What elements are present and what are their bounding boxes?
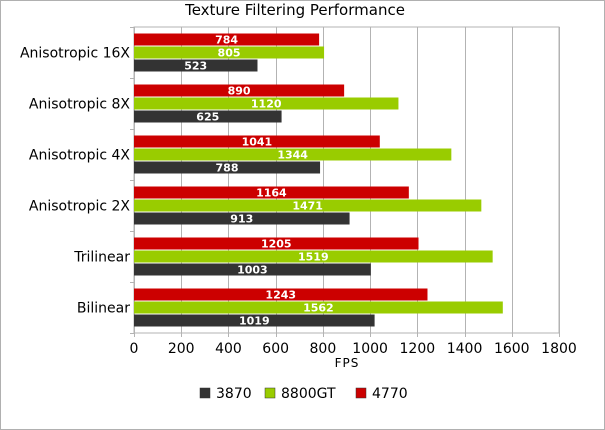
x-tick-label: 800 <box>310 341 337 357</box>
category-label: Anisotropic 16X <box>20 46 130 62</box>
bar-3870 <box>134 59 258 72</box>
data-label: 784 <box>215 34 238 47</box>
data-label: 1519 <box>298 251 329 264</box>
x-tick-label: 1000 <box>352 341 388 357</box>
data-label: 1041 <box>242 136 273 149</box>
data-label: 1019 <box>239 315 270 328</box>
data-label: 625 <box>196 111 219 124</box>
x-axis-title: FPS <box>335 356 360 370</box>
bar-8800GT <box>134 199 482 212</box>
x-tick-label: 1200 <box>400 341 436 357</box>
x-tick-label: 600 <box>262 341 289 357</box>
data-label: 1471 <box>292 200 323 213</box>
data-label: 913 <box>230 213 253 226</box>
x-tick-label: 400 <box>215 341 242 357</box>
category-label: Trilinear <box>73 250 130 266</box>
data-label: 805 <box>218 47 241 60</box>
bar-4770 <box>134 186 409 199</box>
bar-4770 <box>134 33 320 46</box>
x-tick-label: 0 <box>130 341 139 357</box>
legend-swatch <box>199 387 211 399</box>
bar-8800GT <box>134 301 503 314</box>
x-tick-label: 200 <box>168 341 195 357</box>
plot-area <box>133 26 560 334</box>
bar-4770 <box>134 135 380 148</box>
bar-8800GT <box>134 97 399 110</box>
bar-8800GT <box>134 148 452 161</box>
category-label: Anisotropic 2X <box>29 199 131 215</box>
legend-label: 8800GT <box>281 386 336 402</box>
x-tick-label: 1600 <box>494 341 530 357</box>
x-tick-label: 1400 <box>447 341 483 357</box>
legend-swatch <box>355 387 367 399</box>
legend: 3870 8800GT 4770 <box>199 386 408 402</box>
bar-4770 <box>134 84 345 97</box>
data-label: 1243 <box>265 289 296 302</box>
plot-background <box>133 26 560 334</box>
bar-4770 <box>134 288 428 301</box>
bar-3870 <box>134 161 321 174</box>
x-tick-label: 1800 <box>541 341 577 357</box>
category-label: Anisotropic 4X <box>29 148 131 164</box>
data-label: 788 <box>216 162 239 175</box>
bar-3870 <box>134 212 350 225</box>
bar-3870 <box>134 110 282 123</box>
legend-label: 3870 <box>216 386 252 402</box>
data-label: 1344 <box>277 149 308 162</box>
gridlines <box>130 27 560 337</box>
bar-3870 <box>134 314 375 327</box>
legend-label: 4770 <box>372 386 408 402</box>
bar-3870 <box>134 263 371 276</box>
category-label: Anisotropic 8X <box>29 97 131 113</box>
category-label: Bilinear <box>77 301 130 317</box>
legend-swatch <box>264 387 276 399</box>
bar-4770 <box>134 237 419 250</box>
data-label: 890 <box>228 85 251 98</box>
data-label: 1164 <box>256 187 287 200</box>
data-label: 1003 <box>237 264 268 277</box>
category-labels: Anisotropic 16X Anisotropic 8X Anisotropic… <box>20 46 130 317</box>
bar-8800GT <box>134 250 493 263</box>
chart-title: Texture Filtering Performance <box>184 1 405 19</box>
x-tick-labels: 0 200 400 600 800 1000 1200 1400 1600 1800 <box>130 341 577 357</box>
data-label: 1120 <box>251 98 282 111</box>
data-label: 1562 <box>303 302 334 315</box>
bar-8800GT <box>134 46 325 59</box>
data-label: 1205 <box>261 238 292 251</box>
data-label: 523 <box>184 60 207 73</box>
